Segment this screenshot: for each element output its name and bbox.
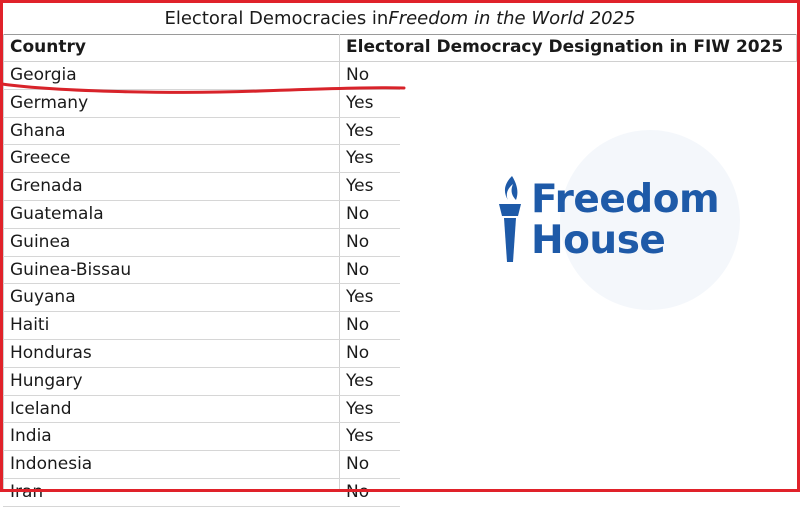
designation-cell: Yes [346, 398, 374, 419]
country-cell: Georgia [10, 65, 77, 85]
designation-cell: Yes [346, 148, 374, 169]
table-title: Electoral Democracies in Freedom in the … [3, 3, 797, 35]
table-row: Greece Yes [3, 145, 797, 174]
country-cell: Honduras [10, 342, 92, 363]
table-row: Grenada Yes [3, 173, 797, 201]
table-row: Honduras No [3, 340, 797, 368]
table-row: Guyana Yes [3, 284, 797, 313]
table-row: Guinea-Bissau No [3, 257, 797, 285]
table-row: Iran No [3, 479, 797, 507]
watermark [560, 130, 740, 310]
designation-cell: No [346, 203, 370, 224]
designation-cell: Yes [346, 287, 374, 308]
title-italic: Freedom in the World 2025 [388, 8, 636, 29]
country-cell: Guatemala [10, 203, 104, 224]
table-header: Country Electoral Democracy Designation … [3, 34, 797, 62]
designation-cell: No [346, 65, 370, 85]
grid-line [3, 34, 4, 492]
country-cell: Guyana [10, 287, 76, 308]
designation-cell: No [346, 454, 370, 475]
country-cell: Hungary [10, 370, 83, 391]
designation-cell: No [346, 315, 370, 336]
table-row: Iceland Yes [3, 396, 797, 424]
designation-cell: No [346, 231, 370, 252]
table-row: Ghana Yes [3, 118, 797, 146]
country-cell: Iceland [10, 398, 72, 419]
table-row: Haiti No [3, 312, 797, 340]
grid-line [796, 34, 797, 61]
country-cell: Grenada [10, 176, 83, 197]
country-cell: Indonesia [10, 454, 93, 475]
country-cell: Guinea-Bissau [10, 259, 132, 280]
table-row: Indonesia No [3, 451, 797, 479]
column-header-designation: Electoral Democracy Designation in FIW 2… [346, 37, 784, 57]
table-row: Guinea No [3, 229, 797, 257]
country-cell: India [10, 426, 52, 447]
torch-icon [499, 176, 521, 262]
country-cell: Guinea [10, 231, 71, 252]
country-cell: Greece [10, 148, 71, 169]
country-cell: Haiti [10, 315, 50, 336]
designation-cell: Yes [346, 426, 374, 447]
designation-cell: No [346, 259, 370, 280]
logo-line-1: Freedom [531, 177, 720, 222]
red-underline-annotation [0, 82, 406, 94]
title-prefix: Electoral Democracies in [164, 8, 389, 29]
designation-cell: Yes [346, 176, 374, 197]
country-cell: Germany [10, 92, 89, 113]
column-header-country: Country [10, 37, 86, 57]
designation-cell: Yes [346, 92, 374, 113]
designation-cell: Yes [346, 370, 374, 391]
logo-line-2: House [531, 218, 666, 263]
designation-cell: No [346, 342, 370, 363]
logo-wordmark: Freedom House [531, 177, 720, 263]
freedom-house-logo: Freedom House [495, 170, 725, 270]
table-row: Guatemala No [3, 201, 797, 229]
table-row: Germany Yes [3, 90, 797, 118]
grid-line [339, 34, 340, 492]
table-row: India Yes [3, 423, 797, 452]
table-row: Hungary Yes [3, 368, 797, 396]
table-body: Georgia No Germany Yes Ghana Yes Greece Yes … [3, 62, 797, 507]
country-cell: Ghana [10, 120, 66, 141]
table-row: Georgia No [3, 62, 797, 90]
designation-cell: Yes [346, 120, 374, 141]
